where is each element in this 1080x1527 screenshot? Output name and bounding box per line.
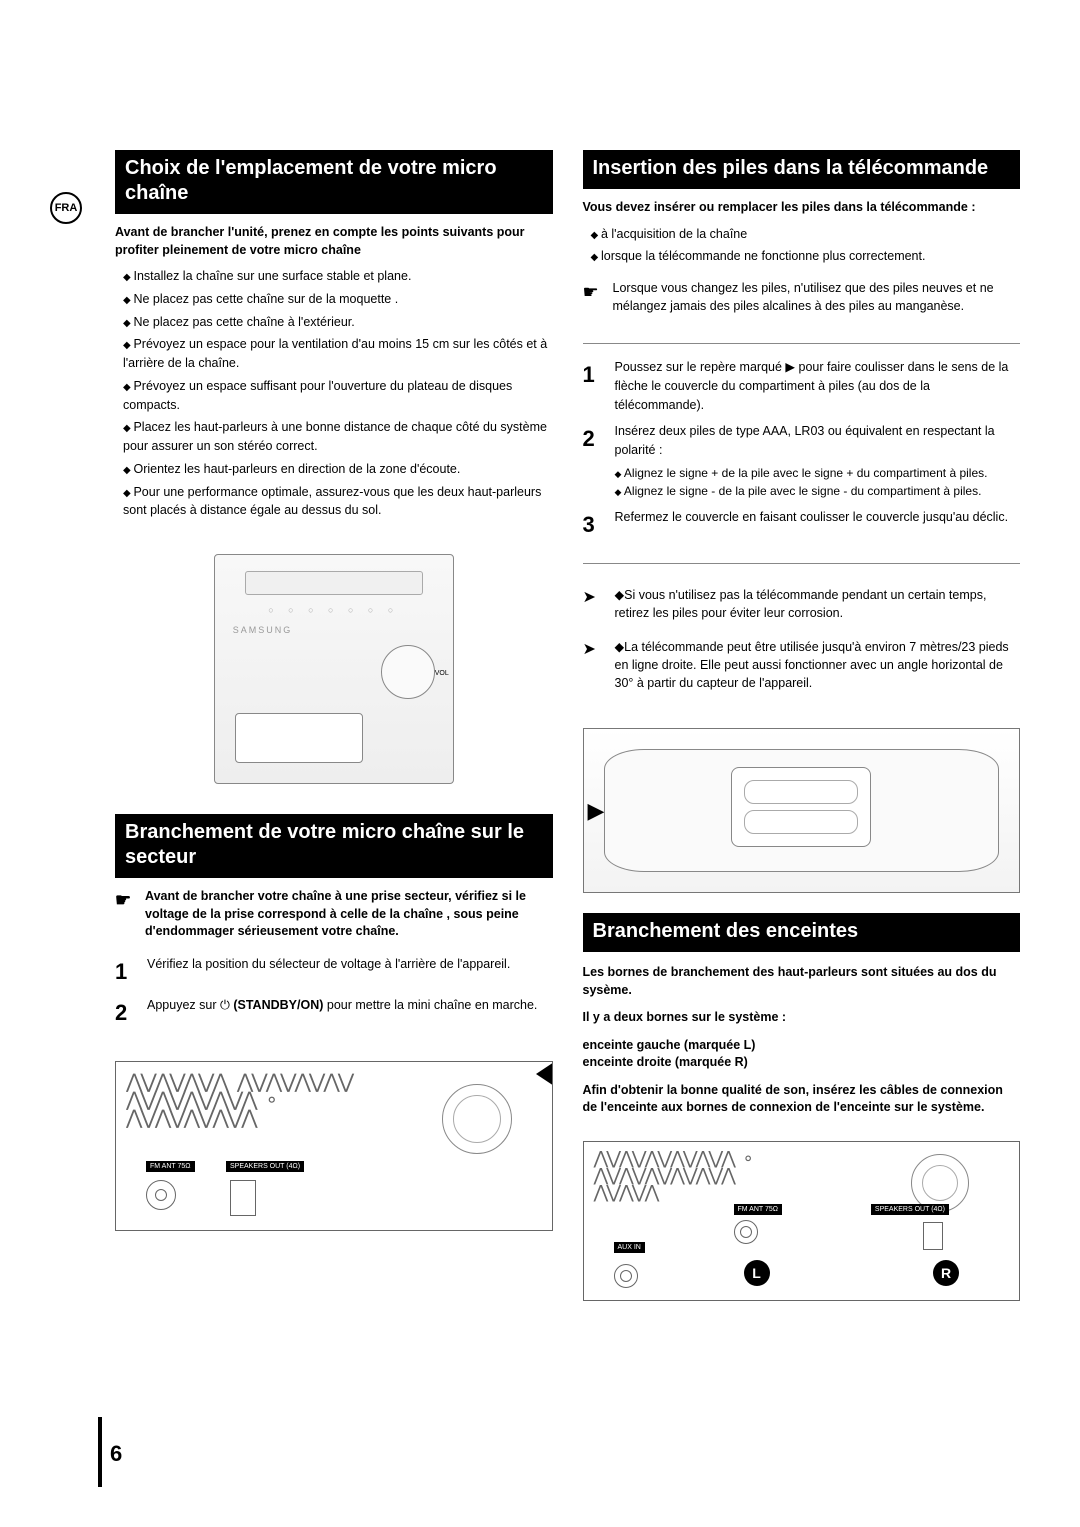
batteries-caution: ☛ Lorsque vous changez les piles, n'util…	[583, 280, 1021, 315]
step-number: 2	[583, 422, 605, 500]
step-text: Poussez sur le repère marqué ▶ pour fair…	[615, 358, 1021, 414]
bullet: Pour une performance optimale, assurez-v…	[123, 483, 553, 521]
display-icon	[235, 713, 363, 763]
vent-pattern-icon: ⋀⋁⋀⋁⋀⋁⋀ ⋀⋁⋀⋁⋀⋁⋀⋁⋀⋁⋀⋁⋀⋁⋀⋁⋀ ∘⋀⋁⋀⋁⋀⋁⋀⋁⋀	[126, 1072, 432, 1126]
volume-knob-icon	[381, 645, 435, 699]
remote-illustration: ▶	[583, 728, 1021, 893]
fan-icon	[442, 1084, 512, 1154]
power-icon: ⏻	[220, 998, 230, 1012]
warning-text: Avant de brancher votre chaîne à une pri…	[145, 888, 553, 941]
aux-in-label: AUX IN	[614, 1242, 645, 1253]
speakers-p2: Il y a deux bornes sur le système :	[583, 1009, 1021, 1027]
batteries-intro-bullets: à l'acquisition de la chaîne lorsque la …	[591, 225, 1021, 271]
speaker-panel-illustration: ⋀⋁⋀⋁⋀⋁⋀⋁⋀⋁⋀ ∘⋀⋁⋀⋁⋀⋁⋀⋁⋀⋁⋀⋀⋁⋀⋁⋀ FM ANT 75Ω…	[583, 1141, 1021, 1301]
right-speaker-badge: R	[933, 1260, 959, 1286]
step-row: 2 Appuyez sur ⏻ (STANDBY/ON) pour mettre…	[115, 996, 553, 1029]
bullet: Prévoyez un espace suffisant pour l'ouve…	[123, 377, 553, 415]
hand-icon: ☛	[115, 888, 137, 941]
left-column: Choix de l'emplacement de votre micro ch…	[115, 150, 553, 1301]
section-header-batteries: Insertion des piles dans la télécommande	[583, 150, 1021, 189]
divider	[583, 563, 1021, 564]
buttons-row-icon: ○ ○ ○ ○ ○ ○ ○	[215, 605, 453, 615]
power-steps: 1 Vérifiez la position du sélecteur de v…	[115, 955, 553, 1037]
note-corrosion: ➤ ◆Si vous n'utilisez pas la télécommand…	[583, 586, 1021, 622]
speakers-out-label: SPEAKERS OUT (4Ω)	[871, 1204, 949, 1215]
step-row: 1 Vérifiez la position du sélecteur de v…	[115, 955, 553, 988]
step-row: 3 Refermez le couvercle en faisant couli…	[583, 508, 1021, 541]
step-text-prefix: Appuyez sur	[147, 998, 220, 1012]
step-text: Refermez le couvercle en faisant couliss…	[615, 508, 1021, 541]
bullet: Ne placez pas cette chaîne sur de la moq…	[123, 290, 553, 309]
speakers-p4: Afin d'obtenir la bonne qualité de son, …	[583, 1082, 1021, 1117]
aux-connector-icon	[614, 1264, 638, 1288]
bullet: Prévoyez un espace pour la ventilation d…	[123, 335, 553, 373]
fm-ant-label: FM ANT 75Ω	[146, 1161, 195, 1172]
rear-panel-illustration: ⋀⋁⋀⋁⋀⋁⋀ ⋀⋁⋀⋁⋀⋁⋀⋁⋀⋁⋀⋁⋀⋁⋀⋁⋀ ∘⋀⋁⋀⋁⋀⋁⋀⋁⋀ FM …	[115, 1061, 553, 1231]
brand-label: SAMSUNG	[233, 625, 293, 635]
note-range: ➤ ◆La télécommande peut être utilisée ju…	[583, 638, 1021, 692]
bullet: à l'acquisition de la chaîne	[591, 225, 1021, 244]
speakers-p1: Les bornes de branchement des haut-parle…	[583, 964, 1021, 999]
hand-icon: ☛	[583, 280, 605, 315]
sub-bullet: Alignez le signe + de la pile avec le si…	[615, 464, 1021, 482]
step-main-text: Insérez deux piles de type AAA, LR03 ou …	[615, 424, 995, 457]
step-row: 1 Poussez sur le repère marqué ▶ pour fa…	[583, 358, 1021, 414]
batteries-intro: Vous devez insérer ou remplacer les pile…	[583, 199, 1021, 217]
product-illustration: ○ ○ ○ ○ ○ ○ ○ SAMSUNG VOL	[214, 554, 454, 784]
fm-ant-label: FM ANT 75Ω	[734, 1204, 783, 1215]
disc-tray-icon	[245, 571, 423, 595]
caution-text: Lorsque vous changez les piles, n'utilis…	[613, 280, 1021, 315]
section-header-power: Branchement de votre micro chaîne sur le…	[115, 814, 553, 878]
right-column: Insertion des piles dans la télécommande…	[583, 150, 1021, 1301]
step-text: Appuyez sur ⏻ (STANDBY/ON) pour mettre l…	[147, 996, 553, 1029]
slide-arrow-icon: ▶	[588, 798, 605, 824]
speakers-out-label: SPEAKERS OUT (4Ω)	[226, 1161, 304, 1172]
step-number: 3	[583, 508, 605, 541]
bullet: Ne placez pas cette chaîne à l'extérieur…	[123, 313, 553, 332]
standby-label: (STANDBY/ON)	[233, 998, 323, 1012]
step-row: 2 Insérez deux piles de type AAA, LR03 o…	[583, 422, 1021, 500]
speaker-terminal-icon	[923, 1222, 943, 1250]
speakers-p3: enceinte gauche (marquée L) enceinte dro…	[583, 1037, 1021, 1072]
sub-bullet: Alignez le signe - de la pile avec le si…	[615, 482, 1021, 500]
step-number: 1	[115, 955, 137, 988]
vent-pattern-icon: ⋀⋁⋀⋁⋀⋁⋀⋁⋀⋁⋀ ∘⋀⋁⋀⋁⋀⋁⋀⋁⋀⋁⋀⋀⋁⋀⋁⋀	[594, 1150, 890, 1201]
battery-steps: 1 Poussez sur le repère marqué ▶ pour fa…	[583, 358, 1021, 549]
step-text-suffix: pour mettre la mini chaîne en marche.	[327, 998, 538, 1012]
step-text: Insérez deux piles de type AAA, LR03 ou …	[615, 422, 1021, 500]
bullet: Orientez les haut-parleurs en direction …	[123, 460, 553, 479]
bullet: Installez la chaîne sur une surface stab…	[123, 267, 553, 286]
page-number: 6	[110, 1441, 122, 1467]
vol-label: VOL	[435, 670, 449, 677]
speaker-terminal-icon	[230, 1180, 256, 1216]
step-number: 1	[583, 358, 605, 414]
placement-bullets: Installez la chaîne sur une surface stab…	[123, 267, 553, 524]
note-arrow-icon: ➤	[583, 586, 607, 622]
two-column-layout: Choix de l'emplacement de votre micro ch…	[60, 150, 1020, 1301]
left-speaker-badge: L	[744, 1260, 770, 1286]
bullet: lorsque la télécommande ne fonctionne pl…	[591, 247, 1021, 266]
step-number: 2	[115, 996, 137, 1029]
step-text: Vérifiez la position du sélecteur de vol…	[147, 955, 553, 988]
page-number-bar	[98, 1417, 102, 1487]
placement-intro: Avant de brancher l'unité, prenez en com…	[115, 224, 553, 259]
power-warning: ☛ Avant de brancher votre chaîne à une p…	[115, 888, 553, 941]
fm-connector-icon	[734, 1220, 758, 1244]
note-text: ◆Si vous n'utilisez pas la télécommande …	[615, 586, 1021, 622]
bullet: Placez les haut-parleurs à une bonne dis…	[123, 418, 553, 456]
section-header-placement: Choix de l'emplacement de votre micro ch…	[115, 150, 553, 214]
fm-connector-icon	[146, 1180, 176, 1210]
note-arrow-icon: ➤	[583, 638, 607, 692]
arrow-indicator-icon	[536, 1062, 553, 1086]
battery-compartment-icon	[731, 767, 871, 847]
section-header-speakers: Branchement des enceintes	[583, 913, 1021, 952]
speakers-text-block: Les bornes de branchement des haut-parle…	[583, 964, 1021, 1127]
divider	[583, 343, 1021, 344]
polarity-bullets: Alignez le signe + de la pile avec le si…	[615, 464, 1021, 500]
note-text: ◆La télécommande peut être utilisée jusq…	[615, 638, 1021, 692]
